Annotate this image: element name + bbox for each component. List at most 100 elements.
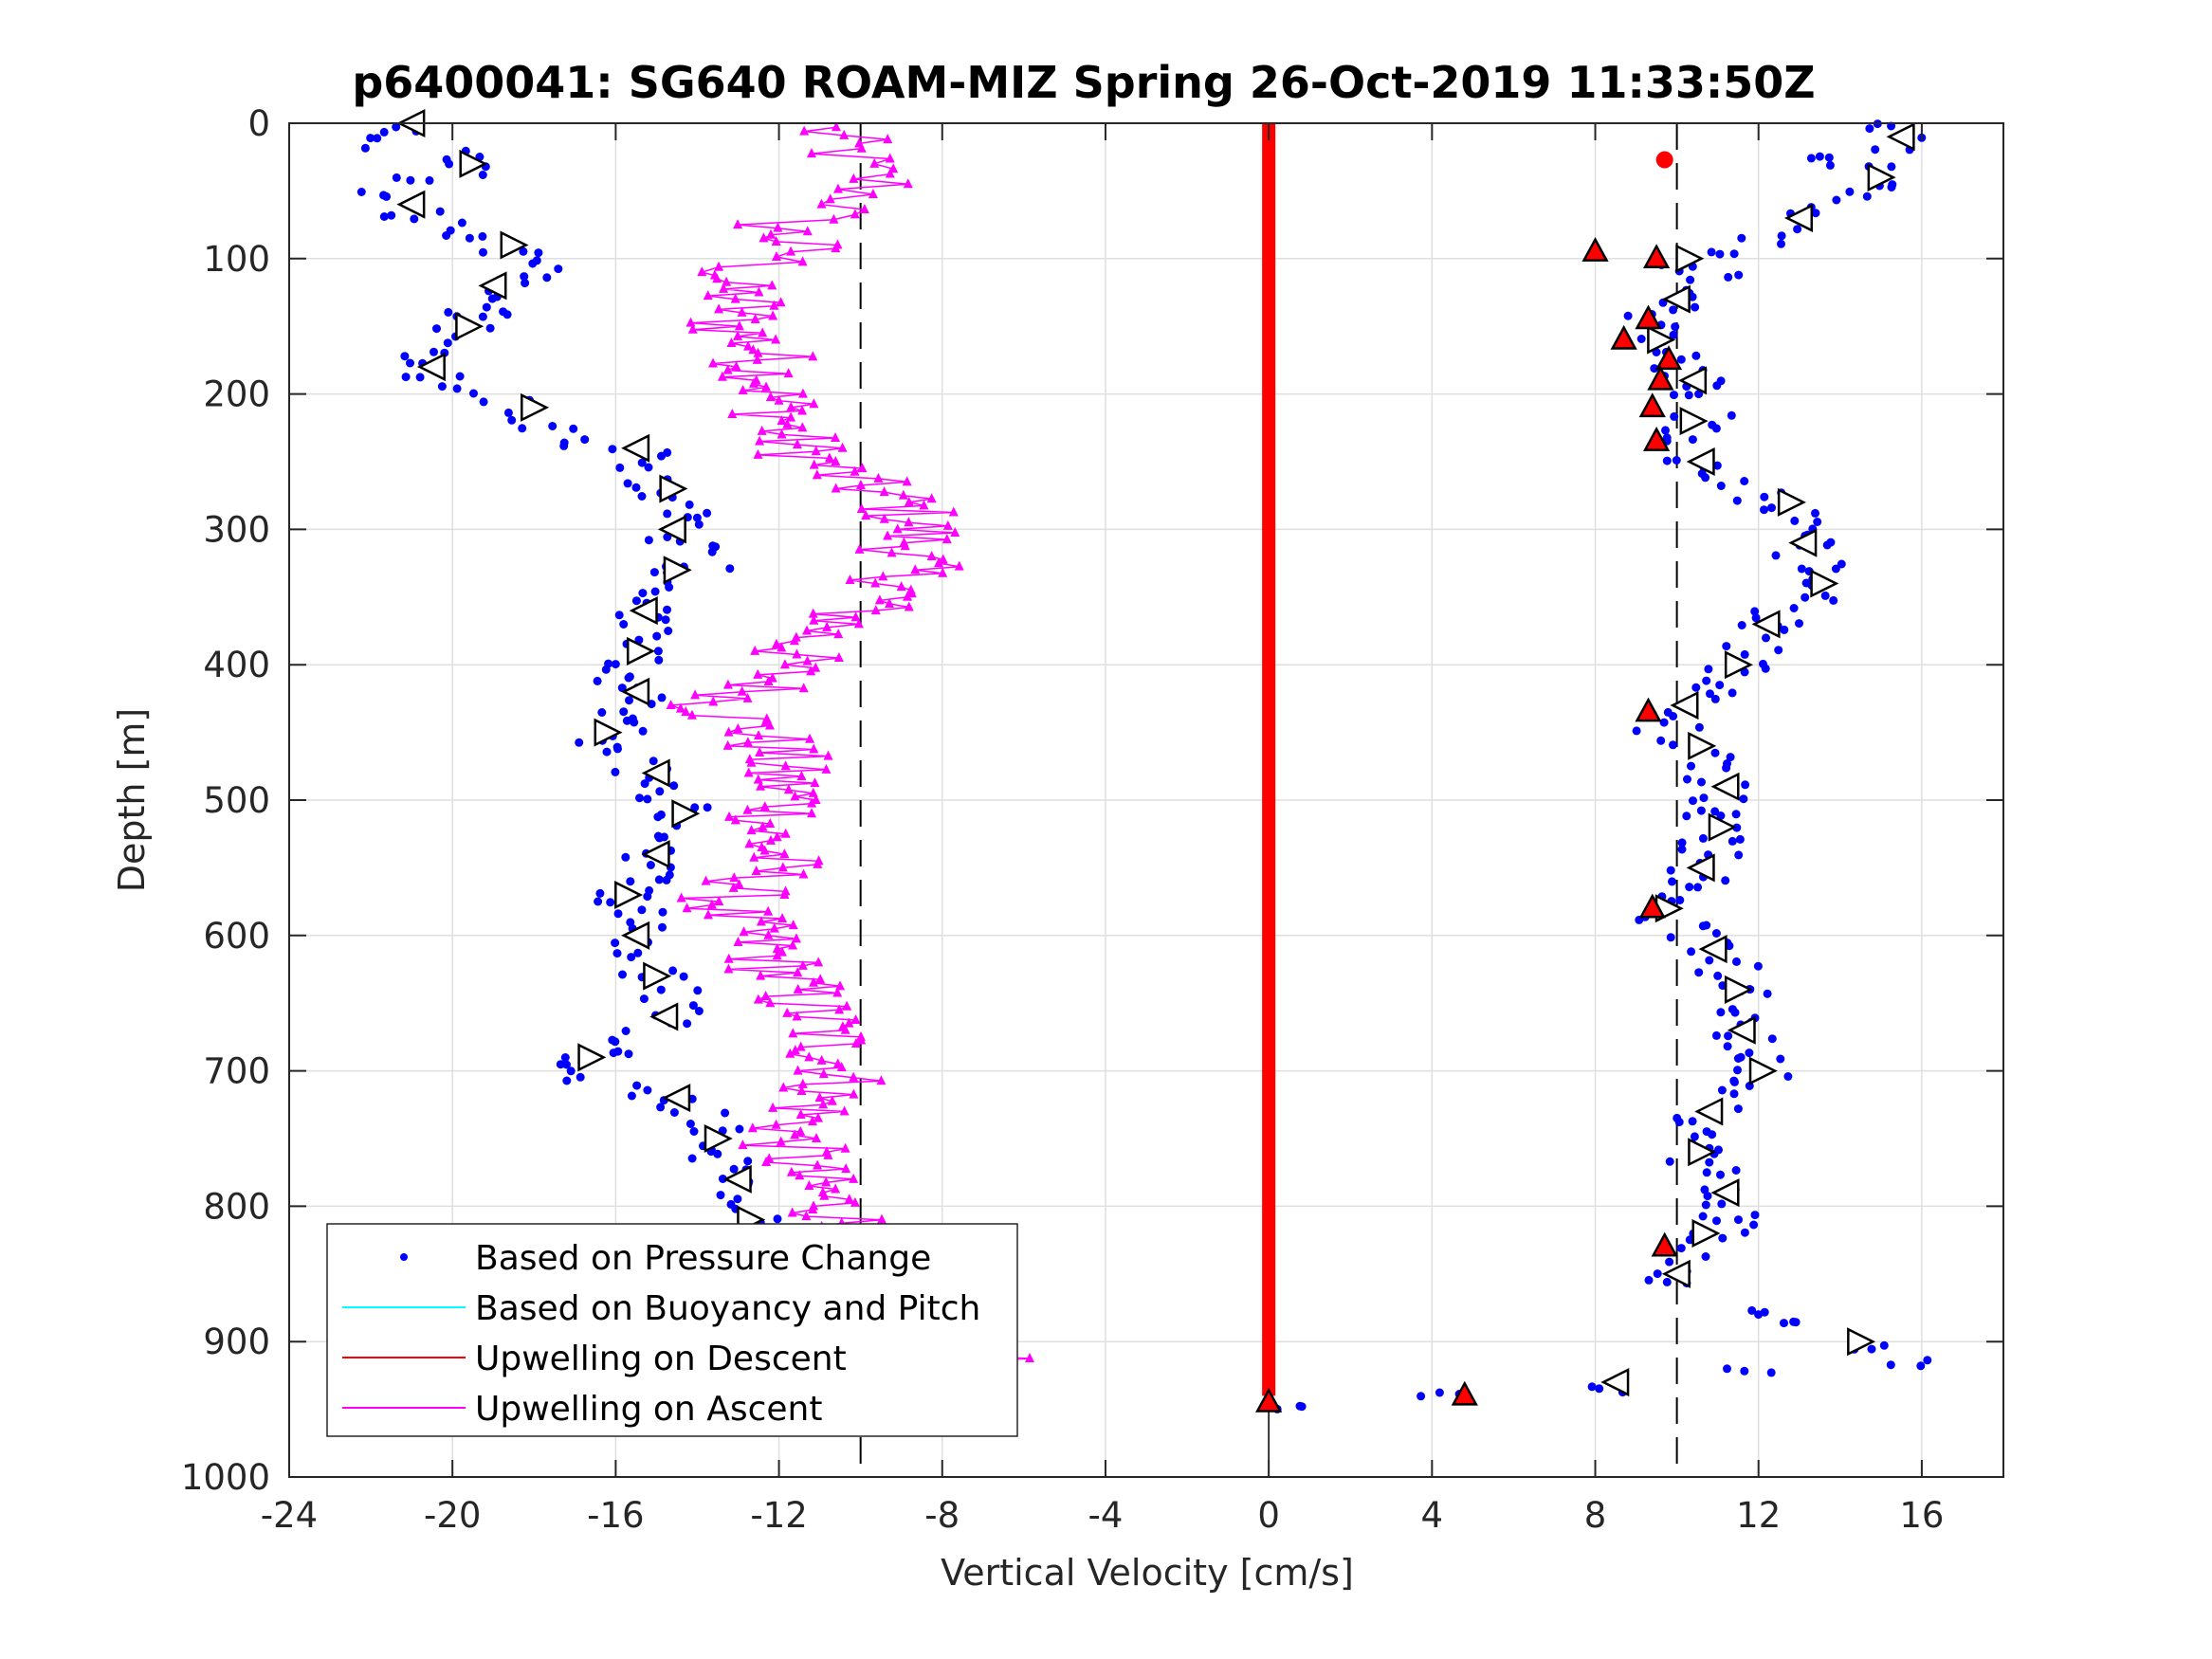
ascent-pressure-point [576,1072,585,1082]
ascent-upwelling-point [842,1000,852,1011]
ascent-upwelling-point [804,1179,814,1190]
ascent-upwelling-point [950,526,960,537]
ascent-pressure-point [688,1001,698,1011]
ascent-upwelling-point [737,306,747,317]
ascent-pressure-point [387,210,396,220]
ascent-upwelling-point [733,219,743,229]
ascent-upwelling-point [892,523,903,534]
descent-pressure-point [1713,971,1723,980]
descent-pressure-point [1691,302,1700,312]
ascent-pressure-point [614,611,624,620]
direction-marker [614,880,644,909]
descent-pressure-point [1435,1388,1444,1397]
ascent-pressure-point [665,583,674,592]
ascent-upwelling-point [833,629,844,639]
descent-pressure-point [1887,183,1896,191]
descent-pressure-point [1837,559,1846,569]
descent-pressure-point [1659,718,1669,727]
descent-pressure-point [1741,780,1750,790]
direction-marker [459,149,488,178]
ascent-upwelling-point [758,821,768,831]
ascent-upwelling-point [904,496,914,506]
ascent-pressure-point [373,134,382,143]
descent-pressure-point [1806,154,1816,163]
ascent-pressure-point [613,744,622,754]
ascent-pressure-point [478,231,487,241]
ascent-pressure-point [611,767,620,776]
ascent-upwelling-point [904,601,914,611]
descent-pressure-point [1745,1082,1754,1090]
ascent-upwelling-point [788,939,798,950]
ascent-upwelling-point [831,1183,841,1194]
ascent-upwelling-point [839,1105,850,1116]
descent-pressure-point [1731,810,1741,819]
ascent-upwelling-point [942,520,953,530]
ascent-pressure-point [410,214,419,224]
ascent-pressure-point [658,922,667,932]
descent-pressure-point [1733,1054,1743,1063]
descent-pressure-point [1662,456,1672,465]
ascent-upwelling-point [761,381,772,392]
ascent-pressure-point [656,985,666,994]
ascent-pressure-point [518,424,527,433]
ascent-upwelling-point [751,865,761,875]
ascent-pressure-point [437,382,447,392]
ascent-upwelling-point [849,173,859,183]
direction-marker [396,190,426,219]
ascent-pressure-point [442,231,451,240]
ascent-upwelling-point [758,327,768,337]
ascent-pressure-point [643,1085,652,1095]
ascent-upwelling-point [849,1088,859,1099]
direction-marker [1777,487,1806,517]
descent-pressure-point [1763,989,1772,998]
descent-upwelling-marker [1635,304,1662,330]
descent-pressure-point [1623,311,1633,320]
descent-pressure-point [1701,1252,1710,1261]
descent-pressure-point [1691,351,1701,360]
direction-marker [671,799,701,829]
descent-pressure-point [1886,1360,1895,1370]
ascent-upwelling-point [686,709,697,720]
descent-pressure-point [1724,1031,1733,1041]
ascent-pressure-point [532,256,541,265]
ascent-upwelling-point [782,1007,793,1017]
data-series [356,108,1932,1477]
descent-pressure-point [1739,794,1748,804]
ascent-upwelling-point [737,685,747,696]
legend-swatch [400,1253,408,1261]
ascent-pressure-point [521,279,530,288]
ascent-upwelling-point [714,896,724,906]
descent-pressure-point [1718,1233,1728,1243]
ascent-upwelling-point [785,1048,795,1058]
direction-marker [1691,1218,1721,1248]
direction-marker [455,312,484,341]
ascent-upwelling-point [723,953,734,963]
descent-pressure-point [1754,1310,1764,1320]
descent-upwelling-marker [1581,237,1609,262]
ascent-upwelling-point [787,1207,797,1217]
ascent-pressure-point [595,888,605,898]
ascent-upwelling-point [777,946,787,957]
ascent-upwelling-point [795,1041,806,1051]
descent-pressure-point [1727,410,1736,420]
descent-pressure-point [1749,1220,1759,1230]
ascent-upwelling-point [845,574,855,584]
ascent-upwelling-point [779,848,790,859]
descent-upwelling-marker [1610,324,1637,350]
ascent-pressure-point [650,587,660,596]
ascent-upwelling-point [816,198,827,209]
ascent-upwelling-point [792,1011,802,1021]
ascent-upwelling-point [760,716,771,726]
descent-pressure-point [1670,411,1679,421]
x-tick-label: 0 [1257,1495,1280,1536]
ascent-upwelling-point [812,469,822,480]
ascent-upwelling-point [802,655,813,665]
ascent-upwelling-point [804,1051,814,1062]
descent-pressure-point [1780,1319,1788,1328]
descent-pressure-point [1795,619,1803,629]
descent-pressure-point [1676,355,1686,364]
ascent-pressure-point [356,188,366,196]
ascent-upwelling-point [792,648,802,659]
descent-pressure-point [1776,1054,1785,1064]
ascent-pressure-point [679,972,688,981]
